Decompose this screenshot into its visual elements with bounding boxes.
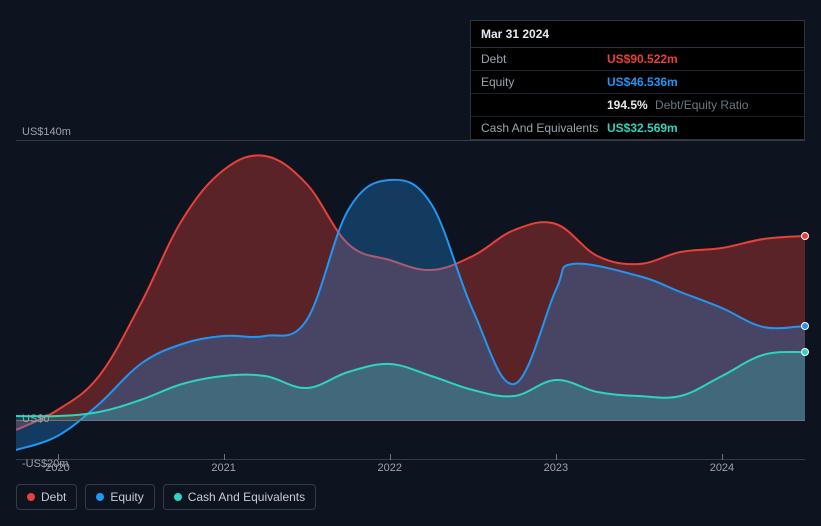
legend-label: Equity (110, 490, 143, 504)
legend-dot-icon (174, 493, 182, 501)
tooltip-row-equity: Equity US$46.536m (471, 71, 804, 94)
tooltip-label: Equity (481, 75, 607, 89)
series-end-marker-icon (801, 348, 809, 356)
tooltip-value: US$46.536m (607, 75, 678, 89)
chart-legend: Debt Equity Cash And Equivalents (16, 484, 316, 510)
x-axis: 2020 2021 2022 2023 2024 (16, 460, 805, 480)
tooltip-ratio-label: Debt/Equity Ratio (655, 98, 748, 112)
chart-tooltip: Mar 31 2024 Debt US$90.522m Equity US$46… (470, 20, 805, 140)
tooltip-date: Mar 31 2024 (471, 21, 804, 48)
y-tick-label: US$140m (22, 126, 71, 138)
chart-svg (16, 140, 805, 460)
tooltip-ratio-value: 194.5% (607, 98, 648, 112)
legend-label: Debt (41, 490, 66, 504)
x-tick-label: 2021 (211, 462, 235, 474)
x-tick-label: 2024 (710, 462, 734, 474)
legend-item-cash[interactable]: Cash And Equivalents (163, 484, 316, 510)
legend-item-debt[interactable]: Debt (16, 484, 77, 510)
series-end-marker-icon (801, 232, 809, 240)
x-tick-label: 2020 (45, 462, 69, 474)
legend-item-equity[interactable]: Equity (85, 484, 154, 510)
series-end-marker-icon (801, 322, 809, 330)
tooltip-row-debt: Debt US$90.522m (471, 48, 804, 71)
tooltip-row-cash: Cash And Equivalents US$32.569m (471, 117, 804, 139)
tooltip-value: US$32.569m (607, 121, 678, 135)
tooltip-label (481, 98, 607, 112)
tooltip-row-ratio: 194.5% Debt/Equity Ratio (471, 94, 804, 117)
tooltip-label: Cash And Equivalents (481, 121, 607, 135)
tooltip-label: Debt (481, 52, 607, 66)
tooltip-value: US$90.522m (607, 52, 678, 66)
financial-chart: Mar 31 2024 Debt US$90.522m Equity US$46… (16, 16, 805, 510)
x-tick-label: 2023 (544, 462, 568, 474)
legend-dot-icon (27, 493, 35, 501)
legend-dot-icon (96, 493, 104, 501)
legend-label: Cash And Equivalents (188, 490, 305, 504)
y-tick-label: US$0 (22, 413, 50, 425)
x-tick-label: 2022 (377, 462, 401, 474)
